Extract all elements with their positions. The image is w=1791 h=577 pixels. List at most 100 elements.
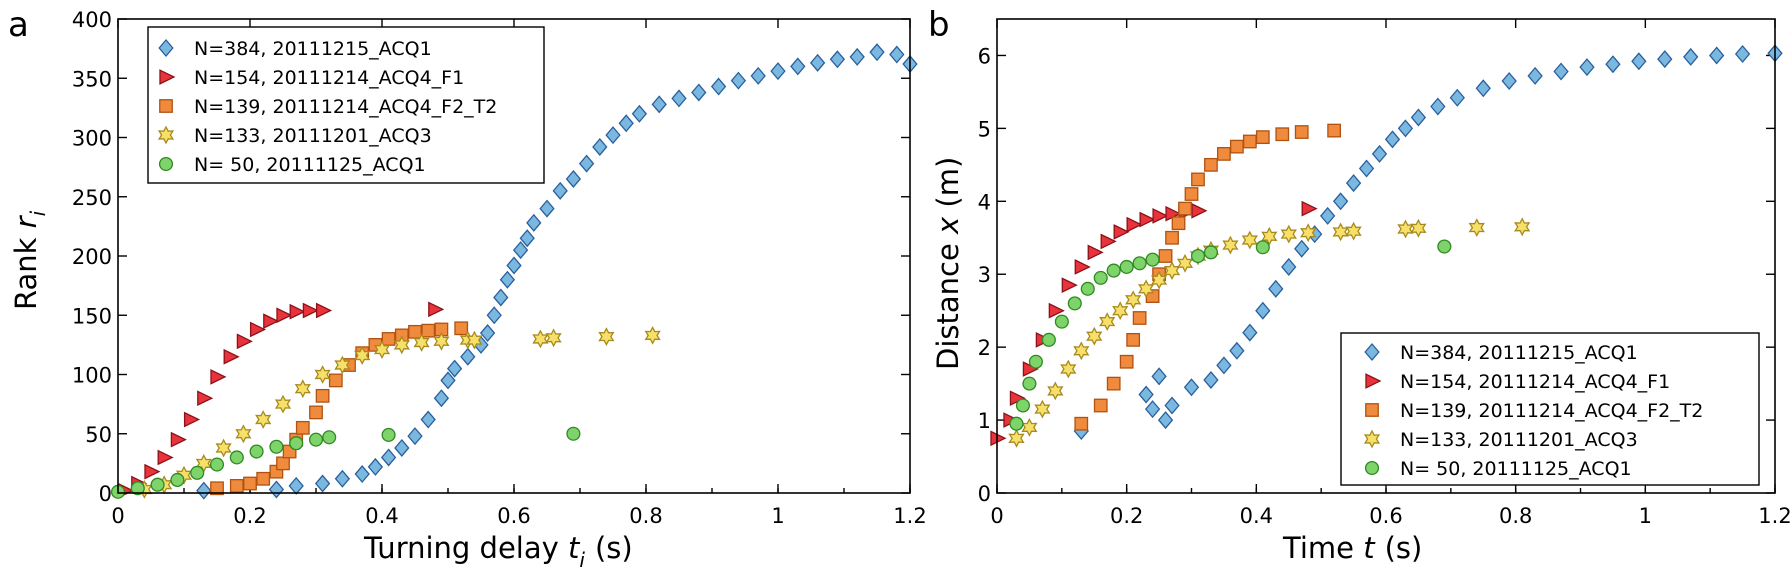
panel-b-point-diamond [1229,341,1245,360]
panel-b-point-star [1261,226,1278,246]
panel-a-point-circle [229,450,244,465]
panel-b-point-diamond [1683,47,1699,66]
panel-a-point-diamond [552,181,568,200]
panel-a-ticks: 0 0.2 0.4 0.6 0.8 1 1.2 0 50 100 150 200 250 300 350 40… [72,8,927,528]
panel-b-data-points [990,44,1783,448]
panel-a-point-triangle [315,302,333,319]
panel-b-point-diamond [1138,385,1154,404]
panel-a-point-star [314,365,331,384]
panel-a-plot-frame [117,18,911,494]
legend-b-label: N= 50, 20111125_ACQ1 [1400,458,1632,480]
legend-b-label: N=384, 20111215_ACQ1 [1400,342,1638,364]
panel-a-point-triangle [197,390,214,407]
panel-b-point-square [1242,134,1257,149]
panel-a-point-star [215,438,232,458]
panel-b-point-diamond [1579,58,1595,77]
panel-b-point-diamond [1242,323,1258,342]
panel-b-point-star [1397,219,1414,239]
panel-a-x-tick-label: 0 [111,504,124,528]
panel-a-point-square [229,478,244,493]
panel-b-point-square [1074,416,1089,431]
panel-b-point-square [1255,130,1270,145]
panel-a-point-diamond [618,114,634,133]
panel-a-point-diamond [691,83,707,102]
panel-b-point-circle [1132,256,1147,271]
panel-a-point-square [408,324,422,339]
panel-a: a 0 0.2 0.4 0.6 0.8 1 1.2 0 50 100 150 200 250 300 350… [8,5,927,572]
panel-a-point-diamond [770,62,786,81]
panel-b-point-square [1184,187,1199,201]
legend-a-label: N=154, 20111214_ACQ4_F1 [194,67,464,89]
panel-a-point-star [274,394,292,414]
panel-b-point-star [1513,217,1531,237]
panel-b-point-diamond [1605,55,1621,74]
panel-a-point-star [393,335,410,355]
panel-a-y-tick-label: 250 [72,186,112,210]
panel-a-point-diamond [420,410,436,429]
panel-b-plot-frame [996,18,1776,494]
panel-a-y-tick-label: 150 [72,304,112,328]
panel-a-y-tick-label: 100 [72,364,112,388]
panel-a-point-diamond [268,480,285,499]
panel-a-point-diamond [499,270,516,289]
panel-b-point-diamond [1151,367,1167,386]
panel-b-point-star [1163,261,1181,280]
panel-b-point-square [1132,311,1147,325]
panel-a-point-diamond [519,229,535,248]
panel-a-legend-circle-icon [158,156,174,172]
legend-a-label: N=139, 20111214_ACQ4_F2_T2 [194,96,497,118]
panel-a-point-square [309,405,323,420]
panel-a-point-diamond [710,77,727,96]
panel-a-point-star [334,355,351,375]
panel-b-y-tick-label: 5 [978,117,991,141]
panel-b-point-star [1034,399,1051,419]
panel-b-x-tick-label: 0.2 [1110,504,1143,528]
panel-a-point-square [454,321,469,336]
panel-b-x-tick-label: 1.2 [1758,504,1791,528]
panel-a-point-diamond [433,389,450,408]
panel-a-point-triangle [249,321,267,338]
panel-b-point-diamond [1345,174,1362,193]
panel-b-point-star [1345,221,1362,241]
panel-b-point-star [1410,218,1427,238]
panel-b-y-tick-label: 6 [978,44,991,68]
panel-a-point-square [256,471,271,486]
panel-a-point-diamond [394,438,410,457]
panel-b-point-diamond [1281,257,1297,276]
panel-a-x-tick-label: 0.6 [497,504,530,528]
legend-b-label: N=154, 20111214_ACQ4_F1 [1400,371,1670,393]
panel-b-point-diamond [1410,108,1427,127]
panel-b-point-star [1047,381,1064,401]
panel-b-point-triangle [1074,259,1091,275]
panel-a-point-circle [269,439,284,454]
panel-a-point-diamond [526,213,542,232]
panel-b-legend-triangle-icon [1365,373,1382,389]
panel-b-legend-square-icon [1365,403,1379,417]
panel-a-point-triangle [428,301,445,318]
panel-a-point-star [532,329,549,349]
panel-a-point-diamond [446,359,463,378]
panel-b-point-star [1124,290,1142,310]
panel-a-point-triangle [183,411,201,428]
panel-b-point-square [1275,127,1290,142]
panel-a-point-diamond [829,50,846,69]
panel-a-point-diamond [486,306,502,325]
panel-b-point-diamond [1164,396,1180,415]
panel-b-point-diamond [1157,411,1174,430]
panel-b-point-diamond [1553,62,1569,81]
panel-b-point-square [1294,125,1309,139]
panel-a-point-star [433,331,450,351]
panel-b-point-diamond [1371,144,1388,163]
panel-a-point-circle [249,444,264,459]
panel-b-point-triangle [1100,233,1117,250]
panel-a-point-square [328,373,343,388]
panel-a-point-diamond [809,53,826,72]
panel-b-point-square [1158,249,1173,263]
panel-a-point-star [545,328,562,348]
panel-b-point-circle [1145,252,1160,267]
panel-b-point-triangle [1152,208,1169,224]
panel-b-point-diamond [1332,192,1349,211]
panel-a-point-square [421,323,436,338]
panel-b-point-diamond [1631,52,1647,71]
